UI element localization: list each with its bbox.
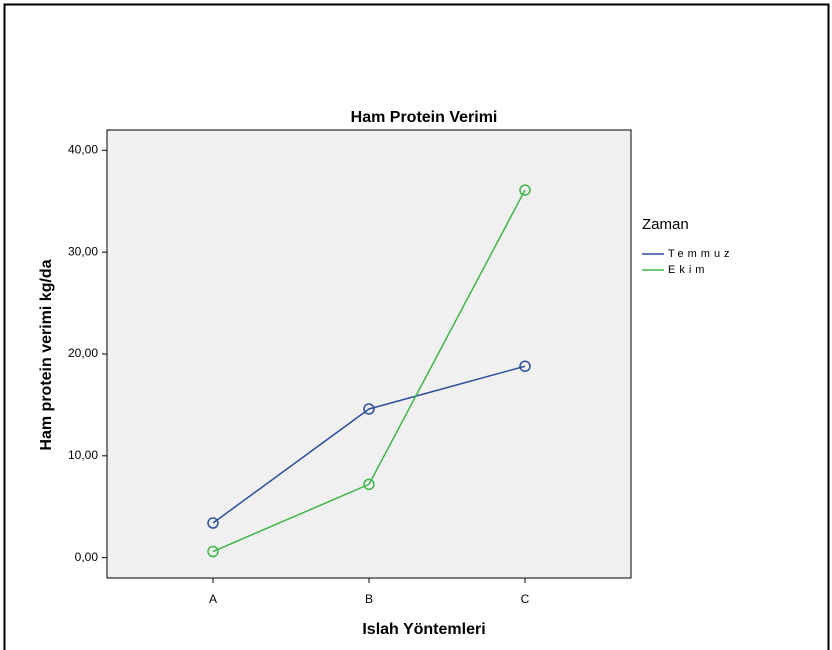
point [519, 184, 531, 196]
x-tick-label: B [365, 592, 373, 606]
legend-title: Zaman [642, 216, 689, 233]
plot-area [106, 129, 632, 579]
point [519, 360, 531, 372]
legend-label: Temmuz [668, 248, 734, 260]
point [207, 517, 219, 529]
point [363, 478, 375, 491]
x-tick-label: A [209, 592, 217, 606]
chart-title: Ham Protein Verimi [351, 109, 498, 126]
y-tick-label: 20,00 [68, 346, 98, 360]
y-tick-label: 10,00 [68, 448, 98, 462]
y-axis-label: Ham protein verimi kg/da [38, 259, 55, 450]
x-tick-label: C [521, 592, 530, 606]
y-tick-label: 0,00 [75, 550, 99, 564]
series-line [212, 189, 526, 553]
point [207, 545, 219, 558]
legend-label: Ekim [668, 264, 708, 276]
point [363, 403, 375, 415]
series-line [212, 365, 526, 524]
y-tick-label: 40,00 [68, 143, 98, 157]
y-tick-label: 30,00 [68, 244, 98, 258]
x-axis-label: Islah Yöntemleri [362, 621, 485, 638]
